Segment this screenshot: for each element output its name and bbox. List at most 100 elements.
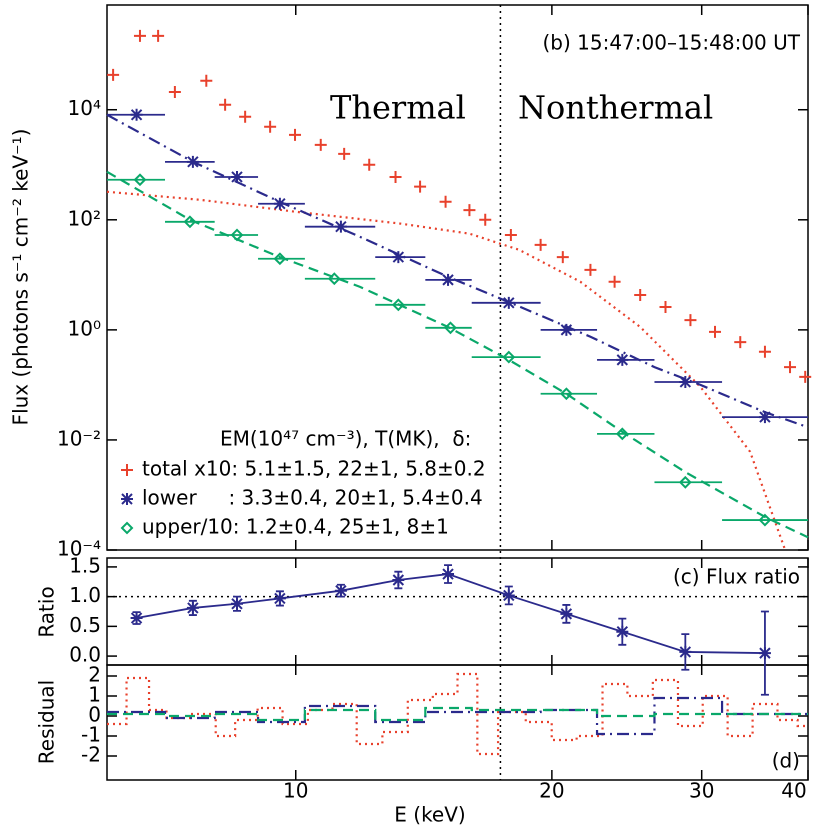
marker bbox=[502, 350, 516, 364]
panel-d-title: (d) bbox=[772, 749, 800, 773]
marker bbox=[391, 298, 405, 312]
marker bbox=[239, 110, 252, 123]
marker bbox=[616, 353, 629, 366]
plot-frame bbox=[106, 664, 809, 781]
marker bbox=[168, 86, 181, 99]
marker bbox=[273, 592, 286, 605]
legend-label: total x10: 5.1±1.5, 22±1, 5.8±0.2 bbox=[142, 457, 486, 481]
marker bbox=[273, 197, 286, 210]
marker bbox=[758, 345, 771, 358]
y-tick-label: 10⁴ bbox=[68, 96, 101, 120]
marker bbox=[556, 251, 569, 264]
y-tick-label: 1.5 bbox=[69, 553, 101, 577]
marker bbox=[679, 645, 692, 658]
y-tick-label: 10⁰ bbox=[68, 316, 101, 340]
x-tick-label: 30 bbox=[689, 779, 714, 803]
marker bbox=[392, 251, 405, 264]
residual-step bbox=[107, 696, 808, 736]
marker bbox=[560, 323, 573, 336]
legend-label: lower : 3.3±0.4, 20±1, 5.4±0.4 bbox=[142, 486, 483, 510]
marker bbox=[678, 475, 692, 489]
marker bbox=[338, 147, 351, 160]
marker bbox=[183, 215, 197, 229]
marker bbox=[679, 375, 692, 388]
marker bbox=[152, 29, 165, 42]
model-curve bbox=[106, 190, 787, 551]
marker bbox=[784, 361, 797, 374]
x-tick-label: 10 bbox=[283, 779, 308, 803]
annotation-nonthermal: Nonthermal bbox=[518, 89, 713, 127]
marker bbox=[186, 155, 199, 168]
marker bbox=[231, 170, 244, 183]
y-tick-label: 0 bbox=[88, 703, 101, 727]
marker bbox=[616, 625, 629, 638]
marker bbox=[534, 238, 547, 251]
marker bbox=[200, 74, 213, 87]
marker bbox=[684, 314, 697, 327]
y-tick-label: 0.5 bbox=[69, 613, 101, 637]
marker bbox=[709, 325, 722, 338]
y-tick-label: 2 bbox=[88, 663, 101, 687]
marker bbox=[479, 213, 492, 226]
marker bbox=[133, 173, 147, 187]
marker bbox=[502, 296, 515, 309]
y-axis-label: Ratio bbox=[35, 586, 59, 637]
residual-step bbox=[107, 672, 808, 756]
marker bbox=[414, 180, 427, 193]
marker bbox=[584, 263, 597, 276]
y-axis-label: Residual bbox=[35, 680, 59, 764]
legend-marker bbox=[121, 493, 133, 505]
y-tick-label: 10² bbox=[68, 206, 101, 230]
marker bbox=[133, 29, 146, 42]
x-axis-label: E (keV) bbox=[394, 803, 465, 827]
marker bbox=[219, 98, 232, 111]
marker bbox=[502, 589, 515, 602]
marker bbox=[334, 584, 347, 597]
marker bbox=[560, 607, 573, 620]
marker bbox=[758, 647, 771, 660]
marker bbox=[392, 573, 405, 586]
marker bbox=[264, 120, 277, 133]
marker bbox=[231, 597, 244, 610]
marker bbox=[363, 158, 376, 171]
x-tick-label: 40 bbox=[781, 779, 806, 803]
marker bbox=[389, 170, 402, 183]
marker bbox=[615, 427, 629, 441]
model-curve bbox=[106, 170, 809, 539]
marker bbox=[758, 411, 771, 424]
panel-b-title: (b) 15:47:00–15:48:00 UT bbox=[542, 31, 800, 55]
y-tick-label: 10⁻² bbox=[57, 426, 101, 450]
marker bbox=[107, 68, 120, 81]
y-tick-label: -2 bbox=[81, 743, 101, 767]
marker bbox=[442, 273, 455, 286]
marker bbox=[442, 568, 455, 581]
y-tick-label: 0.0 bbox=[69, 643, 101, 667]
marker bbox=[559, 387, 573, 401]
x-tick-label: 20 bbox=[539, 779, 564, 803]
y-axis-label: Flux (photons s⁻¹ cm⁻² keV⁻¹) bbox=[9, 129, 33, 426]
y-tick-label: -1 bbox=[81, 723, 101, 747]
legend-label: upper/10: 1.2±0.4, 25±1, 8±1 bbox=[142, 515, 449, 539]
marker bbox=[463, 204, 476, 217]
marker bbox=[659, 301, 672, 314]
plot-frame bbox=[106, 4, 809, 551]
ratio-line bbox=[136, 573, 765, 655]
panel-c-title: (c) Flux ratio bbox=[673, 565, 800, 589]
marker bbox=[504, 228, 517, 241]
y-tick-label: 1 bbox=[88, 683, 101, 707]
marker bbox=[758, 513, 772, 527]
annotation-thermal: Thermal bbox=[330, 89, 466, 127]
marker bbox=[327, 272, 341, 286]
marker bbox=[799, 370, 812, 383]
marker bbox=[734, 336, 747, 349]
marker bbox=[186, 601, 199, 614]
marker bbox=[289, 128, 302, 141]
y-tick-label: 10⁻⁴ bbox=[57, 537, 101, 561]
marker bbox=[439, 195, 452, 208]
marker bbox=[273, 252, 287, 266]
marker bbox=[314, 138, 327, 151]
legend-marker bbox=[120, 521, 134, 535]
marker bbox=[634, 289, 647, 302]
